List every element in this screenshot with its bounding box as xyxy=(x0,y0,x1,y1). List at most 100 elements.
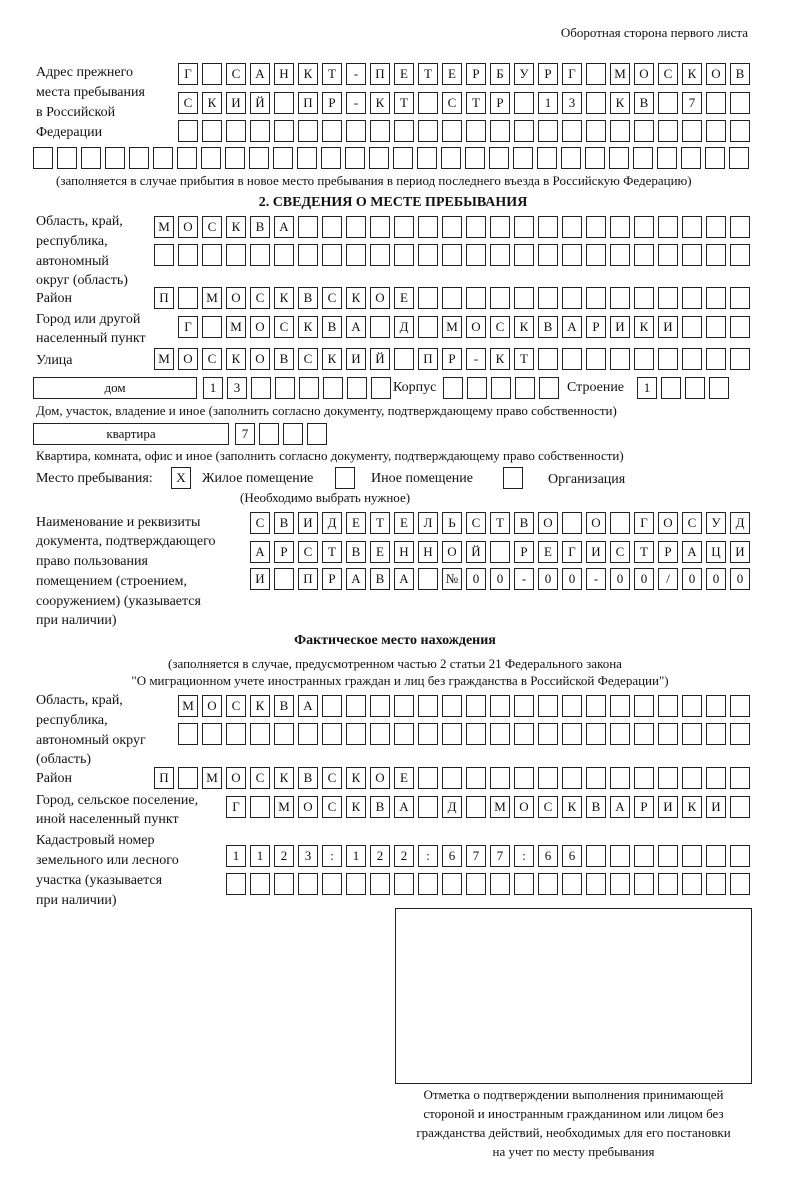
char-box[interactable] xyxy=(371,377,391,399)
char-box[interactable] xyxy=(538,767,558,789)
char-box[interactable]: К xyxy=(250,695,270,717)
char-box[interactable] xyxy=(682,120,702,142)
char-box[interactable] xyxy=(706,767,726,789)
char-box[interactable]: О xyxy=(706,63,726,85)
char-box[interactable]: В xyxy=(274,512,294,534)
char-box[interactable] xyxy=(441,147,461,169)
char-box[interactable]: С xyxy=(298,541,318,563)
char-box[interactable] xyxy=(586,216,606,238)
char-box[interactable] xyxy=(394,120,414,142)
char-box[interactable] xyxy=(682,845,702,867)
char-box[interactable] xyxy=(250,723,270,745)
char-box[interactable] xyxy=(442,244,462,266)
char-box[interactable] xyxy=(515,377,535,399)
char-box[interactable] xyxy=(226,244,246,266)
char-box[interactable]: С xyxy=(178,92,198,114)
char-box[interactable] xyxy=(658,695,678,717)
char-box[interactable]: : xyxy=(322,845,342,867)
char-box[interactable]: К xyxy=(346,287,366,309)
char-box[interactable] xyxy=(634,873,654,895)
char-box[interactable]: И xyxy=(658,796,678,818)
char-box[interactable] xyxy=(346,120,366,142)
char-box[interactable]: Р xyxy=(658,541,678,563)
char-box[interactable] xyxy=(730,873,750,895)
char-box[interactable] xyxy=(538,120,558,142)
char-box[interactable] xyxy=(466,244,486,266)
char-box[interactable]: Е xyxy=(394,512,414,534)
char-box[interactable] xyxy=(250,244,270,266)
char-box[interactable]: К xyxy=(634,316,654,338)
char-box[interactable] xyxy=(657,147,677,169)
char-box[interactable] xyxy=(610,216,630,238)
char-box[interactable] xyxy=(634,120,654,142)
char-box[interactable] xyxy=(178,120,198,142)
char-box[interactable]: К xyxy=(274,287,294,309)
char-box[interactable] xyxy=(153,147,173,169)
char-box[interactable]: С xyxy=(682,512,702,534)
char-box[interactable] xyxy=(201,147,221,169)
char-box[interactable]: С xyxy=(202,216,222,238)
char-box[interactable]: Р xyxy=(274,541,294,563)
char-box[interactable] xyxy=(202,120,222,142)
char-box[interactable]: Д xyxy=(322,512,342,534)
char-box[interactable] xyxy=(730,244,750,266)
char-box[interactable] xyxy=(81,147,101,169)
char-box[interactable] xyxy=(633,147,653,169)
char-box[interactable] xyxy=(442,873,462,895)
char-box[interactable]: Е xyxy=(394,767,414,789)
char-box[interactable] xyxy=(514,767,534,789)
char-box[interactable] xyxy=(466,796,486,818)
char-box[interactable]: С xyxy=(658,63,678,85)
char-box[interactable] xyxy=(466,767,486,789)
char-box[interactable] xyxy=(249,147,269,169)
char-box[interactable] xyxy=(370,723,390,745)
char-box[interactable] xyxy=(729,147,749,169)
char-box[interactable] xyxy=(682,216,702,238)
char-box[interactable]: О xyxy=(250,348,270,370)
char-box[interactable]: А xyxy=(394,568,414,590)
char-box[interactable] xyxy=(322,695,342,717)
char-box[interactable] xyxy=(538,873,558,895)
char-box[interactable] xyxy=(682,348,702,370)
char-box[interactable] xyxy=(730,695,750,717)
char-box[interactable] xyxy=(442,695,462,717)
char-box[interactable]: С xyxy=(298,348,318,370)
char-box[interactable] xyxy=(562,216,582,238)
char-box[interactable] xyxy=(514,120,534,142)
char-box[interactable]: И xyxy=(586,541,606,563)
char-box[interactable]: А xyxy=(298,695,318,717)
char-box[interactable] xyxy=(730,723,750,745)
char-box[interactable] xyxy=(586,767,606,789)
char-box[interactable]: В xyxy=(514,512,534,534)
char-box[interactable] xyxy=(250,873,270,895)
place-checkbox-residential[interactable]: X xyxy=(171,467,191,489)
char-box[interactable] xyxy=(634,216,654,238)
char-box[interactable]: Л xyxy=(418,512,438,534)
char-box[interactable] xyxy=(562,120,582,142)
char-box[interactable] xyxy=(513,147,533,169)
char-box[interactable] xyxy=(610,120,630,142)
char-box[interactable] xyxy=(442,216,462,238)
char-box[interactable] xyxy=(634,845,654,867)
char-box[interactable] xyxy=(706,316,726,338)
char-box[interactable] xyxy=(658,120,678,142)
char-box[interactable] xyxy=(609,147,629,169)
char-box[interactable]: К xyxy=(202,92,222,114)
house-type-field[interactable]: дом xyxy=(33,377,197,399)
char-box[interactable]: С xyxy=(610,541,630,563)
char-box[interactable] xyxy=(730,348,750,370)
char-box[interactable]: В xyxy=(274,695,294,717)
char-box[interactable]: П xyxy=(154,287,174,309)
char-box[interactable] xyxy=(322,120,342,142)
char-box[interactable] xyxy=(347,377,367,399)
char-box[interactable]: Р xyxy=(442,348,462,370)
char-box[interactable]: П xyxy=(418,348,438,370)
char-box[interactable]: 0 xyxy=(682,568,702,590)
char-box[interactable]: Е xyxy=(370,541,390,563)
char-box[interactable] xyxy=(250,796,270,818)
char-box[interactable] xyxy=(418,723,438,745)
char-box[interactable] xyxy=(346,873,366,895)
char-box[interactable] xyxy=(634,723,654,745)
